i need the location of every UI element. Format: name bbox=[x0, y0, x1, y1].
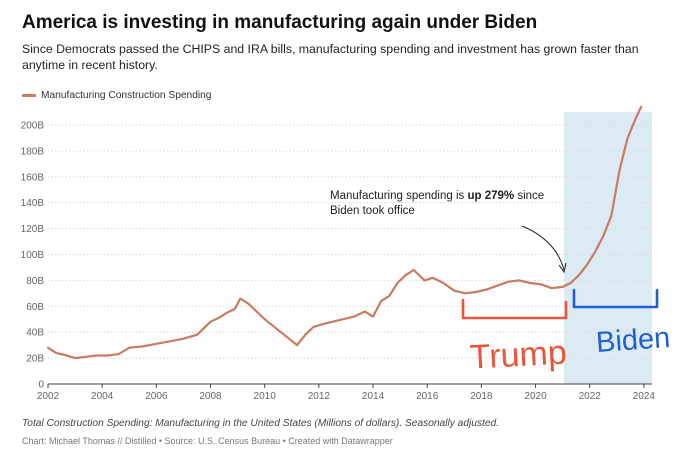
trump-bracket bbox=[461, 298, 568, 320]
x-tick-label: 2024 bbox=[633, 391, 656, 402]
legend: Manufacturing Construction Spending bbox=[22, 90, 211, 101]
y-tick-label: 60B bbox=[26, 302, 44, 313]
x-tick-label: 2016 bbox=[416, 391, 439, 402]
y-tick-label: 120B bbox=[21, 224, 45, 235]
y-tick-label: 180B bbox=[21, 146, 45, 157]
x-tick-label: 2008 bbox=[199, 391, 222, 402]
x-tick-label: 2002 bbox=[37, 391, 60, 402]
y-tick-label: 80B bbox=[26, 276, 44, 287]
x-tick-label: 2004 bbox=[91, 391, 114, 402]
y-tick-label: 200B bbox=[21, 120, 45, 131]
y-tick-label: 20B bbox=[26, 354, 44, 365]
x-tick-label: 2014 bbox=[362, 391, 385, 402]
chart-title: America is investing in manufacturing ag… bbox=[22, 12, 538, 33]
annotation-text-line2: Biden took office bbox=[330, 205, 415, 217]
legend-label: Manufacturing Construction Spending bbox=[41, 90, 212, 101]
x-tick-label: 2022 bbox=[579, 391, 602, 402]
x-tick-label: 2010 bbox=[254, 391, 277, 402]
y-tick-label: 160B bbox=[21, 172, 45, 183]
x-tick-label: 2018 bbox=[470, 391, 493, 402]
annotation-arrowhead bbox=[558, 262, 567, 274]
legend-swatch bbox=[22, 94, 36, 97]
y-tick-label: 40B bbox=[26, 328, 44, 339]
series-line bbox=[46, 105, 643, 360]
chart-credit: Chart: Michael Thomas // Distilled • Sou… bbox=[22, 436, 393, 446]
y-tick-label: 140B bbox=[21, 198, 45, 209]
y-tick-label: 100B bbox=[21, 250, 45, 261]
annotation-arrow bbox=[521, 225, 565, 271]
x-tick-label: 2020 bbox=[524, 391, 547, 402]
x-tick-label: 2006 bbox=[145, 391, 168, 402]
biden-handwritten-label: Biden bbox=[595, 322, 671, 359]
highlight-band bbox=[563, 112, 652, 384]
biden-bracket bbox=[572, 288, 659, 309]
x-tick-label: 2012 bbox=[308, 391, 331, 402]
y-tick-label: 0 bbox=[38, 380, 44, 391]
footnote: Total Construction Spending: Manufacturi… bbox=[22, 418, 500, 429]
trump-handwritten-label: Trump bbox=[469, 334, 568, 377]
annotation-text: Manufacturing spending is up 279% since bbox=[330, 190, 544, 202]
line-chart: 0 20B 40B 60B 80B 100B 120B 140B 160B 180B 200B 200… bbox=[21, 105, 671, 402]
chart-subtitle: Since Democrats passed the CHIPS and IRA… bbox=[22, 42, 639, 72]
